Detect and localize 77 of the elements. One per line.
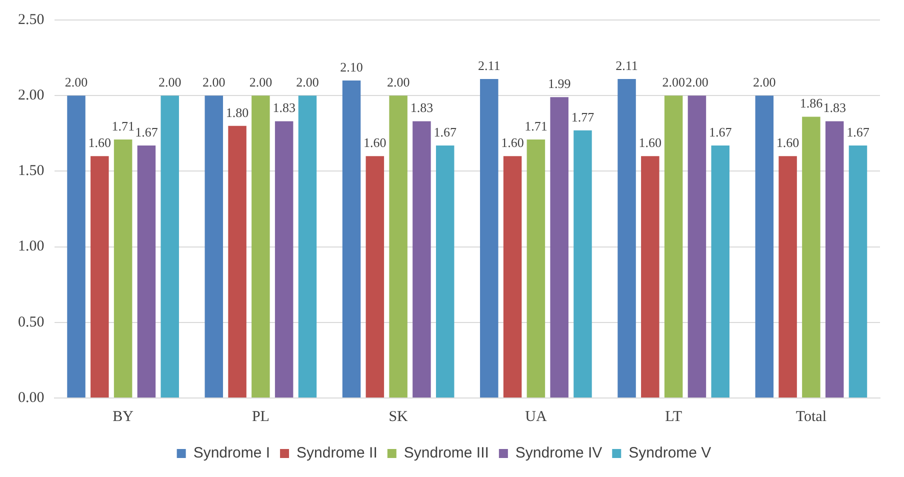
data-label: 1.67 (846, 124, 870, 140)
data-label: 1.67 (708, 124, 732, 140)
legend-label: Syndrome V (628, 444, 712, 462)
bar (90, 156, 109, 398)
bar (618, 78, 636, 398)
bar (825, 121, 844, 398)
bar (664, 96, 683, 398)
data-label: 1.83 (272, 100, 296, 116)
bar (755, 96, 774, 398)
data-label: 2.00 (158, 74, 182, 90)
bar (503, 156, 522, 398)
legend-label: Syndrome IV (515, 444, 602, 462)
y-tick-label: 1.00 (18, 238, 44, 255)
data-label: 1.86 (800, 96, 824, 111)
data-label: 1.60 (501, 135, 524, 150)
bar (342, 80, 361, 398)
data-label: 1.60 (364, 135, 386, 150)
bar (550, 97, 568, 398)
legend-label: Syndrome II (296, 444, 378, 462)
x-tick-label: SK (388, 408, 408, 425)
x-tick-label: PL (252, 408, 270, 425)
y-tick-label: 1.50 (18, 163, 44, 180)
bar (436, 145, 454, 398)
data-label: 2.00 (64, 74, 88, 90)
data-label: 2.00 (249, 74, 272, 90)
x-tick-label: LT (665, 408, 682, 425)
bar (252, 96, 270, 398)
bar (778, 156, 797, 398)
bar (480, 78, 498, 398)
y-tick-label: 0.50 (18, 314, 44, 330)
data-label: 1.60 (638, 135, 662, 150)
bar (711, 145, 730, 398)
x-tick-label: UA (525, 408, 547, 425)
data-label: 1.83 (410, 100, 434, 116)
data-label: 2.00 (662, 74, 685, 90)
bar (526, 139, 546, 398)
bar (67, 96, 86, 398)
bar (641, 156, 660, 398)
data-label: 1.71 (524, 118, 548, 134)
bar (114, 139, 132, 398)
data-label: 2.00 (296, 74, 319, 90)
data-label: 1.60 (776, 135, 800, 150)
bar (160, 96, 179, 398)
data-label: 1.80 (226, 104, 249, 120)
bar (137, 145, 156, 398)
data-label: 1.67 (434, 124, 457, 140)
data-label: 2.00 (753, 74, 776, 90)
y-tick-label: 2.00 (18, 88, 44, 104)
data-label: 2.11 (478, 58, 500, 73)
bar (574, 130, 592, 398)
data-label: 1.77 (571, 109, 595, 124)
bar (412, 121, 431, 398)
y-tick-label: 2.50 (18, 12, 44, 28)
bar (389, 96, 408, 398)
bar (688, 96, 706, 398)
data-label: 2.10 (340, 59, 363, 74)
bar (204, 96, 224, 398)
bar (366, 156, 384, 398)
data-label: 1.83 (823, 100, 846, 116)
bar (228, 126, 246, 398)
data-label: 2.00 (686, 74, 708, 90)
legend-label: Syndrome III (404, 444, 489, 462)
data-label: 1.71 (112, 118, 134, 134)
y-tick-label: 0.00 (18, 390, 44, 406)
data-label: 1.99 (548, 76, 571, 92)
bar (848, 145, 868, 398)
bar (274, 121, 294, 398)
bar (298, 96, 317, 398)
bar (802, 116, 820, 398)
data-label: 2.00 (202, 74, 226, 90)
x-tick-label: Total (796, 408, 826, 425)
data-label: 1.67 (135, 124, 158, 140)
x-tick-label: BY (112, 408, 134, 425)
legend-label: Syndrome I (193, 444, 270, 462)
data-label: 1.60 (88, 135, 112, 150)
data-label: 2.00 (386, 74, 410, 90)
data-label: 2.11 (616, 58, 638, 73)
